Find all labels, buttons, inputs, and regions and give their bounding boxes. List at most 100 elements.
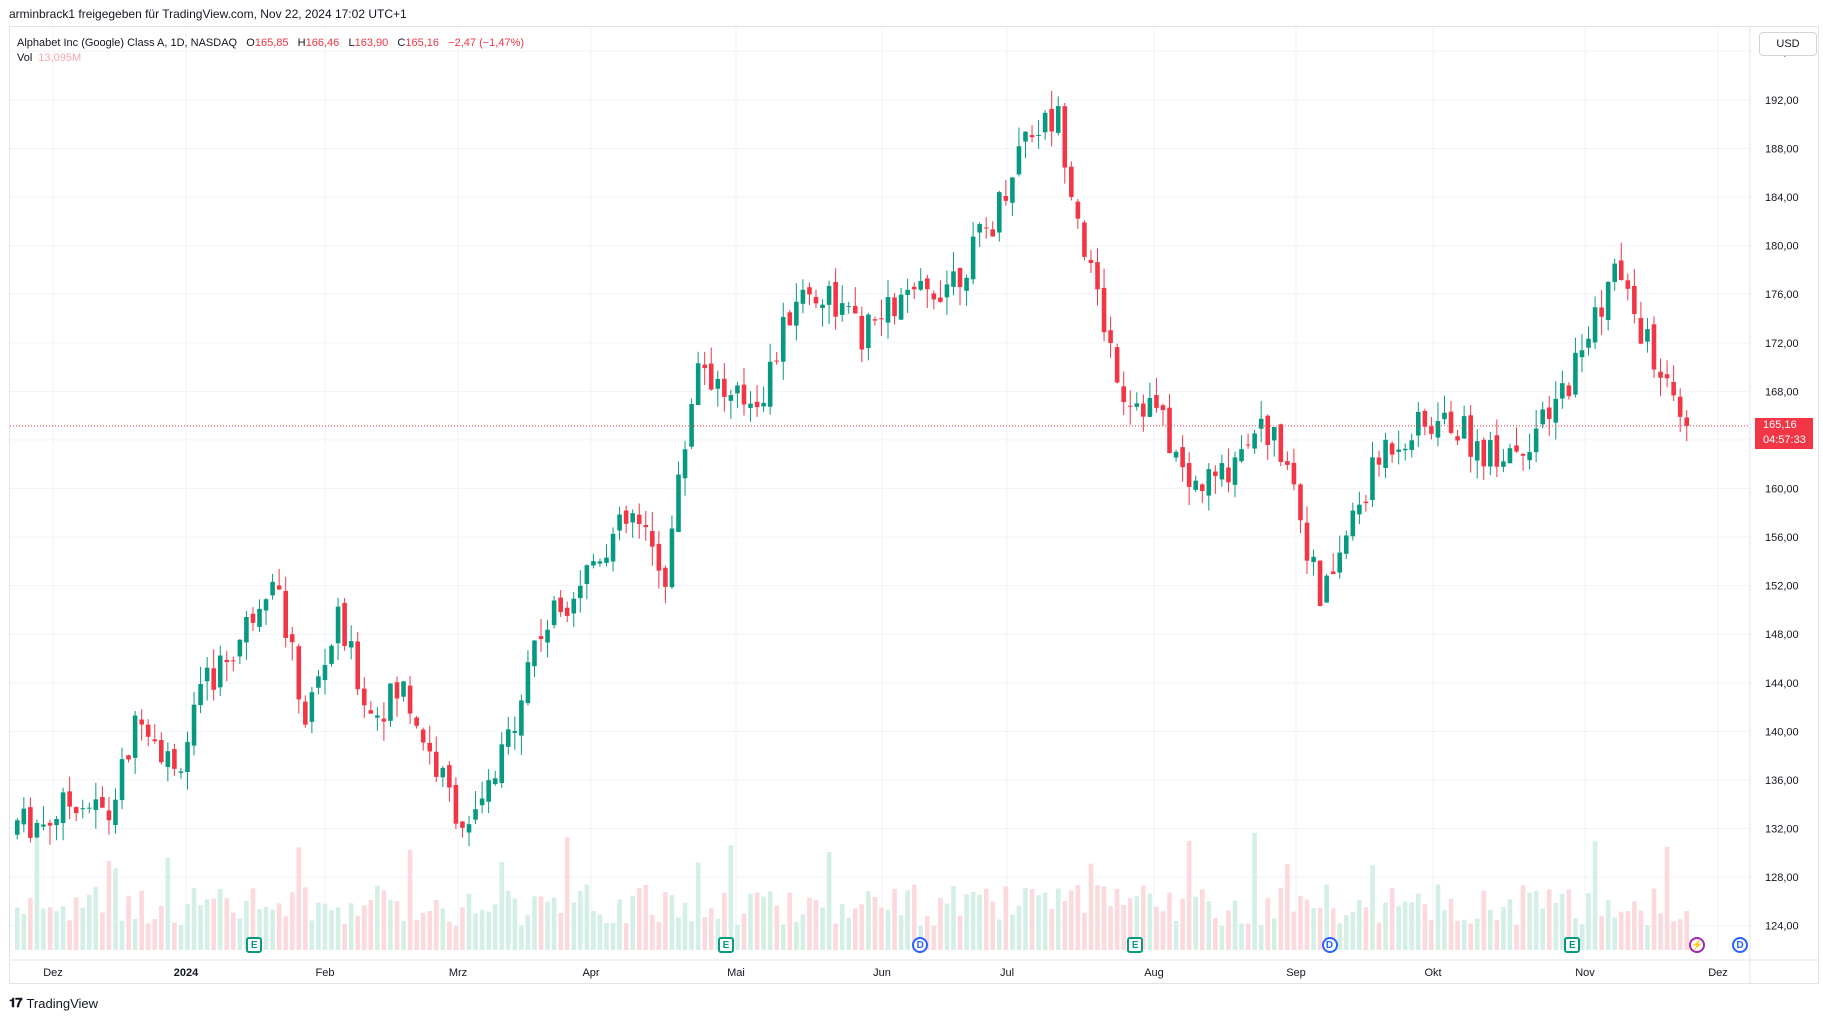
last-price-value: 165,16 <box>1763 418 1797 431</box>
candle-body <box>1213 471 1218 477</box>
volume-bar <box>60 906 66 950</box>
candle-body <box>1370 457 1375 501</box>
volume-bar <box>1134 896 1140 950</box>
volume-bar <box>14 907 20 950</box>
dividend-event-icon[interactable]: D <box>1732 937 1748 953</box>
volume-bar <box>1127 898 1133 950</box>
candle-body <box>1481 439 1487 467</box>
candle-body <box>1494 435 1500 467</box>
candle-body <box>879 318 884 320</box>
candle-body <box>100 797 105 808</box>
y-tick-label: 152,00 <box>1765 581 1799 593</box>
volume-bar <box>152 919 158 950</box>
volume-bar <box>970 892 976 950</box>
volume-bar <box>1180 898 1185 950</box>
candle-body <box>1396 449 1401 452</box>
candle-body <box>473 809 478 820</box>
volume-bar <box>1317 907 1323 950</box>
volume-bar <box>486 911 491 950</box>
candle-body <box>1573 352 1578 395</box>
volume-bar <box>1199 889 1205 950</box>
x-tick-label: Jul <box>1000 967 1014 979</box>
currency-button[interactable]: USD <box>1759 32 1817 56</box>
volume-bar <box>617 899 622 950</box>
earnings-event-icon[interactable]: E <box>717 937 734 953</box>
volume-bar <box>394 900 400 950</box>
volume-bar <box>1010 914 1015 950</box>
candle-body <box>1049 108 1054 132</box>
candle-body <box>650 531 655 547</box>
x-tick-label: Jun <box>873 967 891 979</box>
volume-bar <box>1586 893 1591 950</box>
volume-bar <box>165 857 171 950</box>
volume-bar-last <box>1684 911 1690 950</box>
volume-bar <box>1507 899 1513 950</box>
candle-body <box>231 660 236 662</box>
volume-bar <box>1108 906 1113 950</box>
tradingview-brand[interactable]: 𝟏𝟕 TradingView <box>9 995 98 1011</box>
candle-body <box>1632 285 1637 315</box>
volume-bar <box>931 925 937 950</box>
volume-bar <box>159 905 164 950</box>
volume-bar <box>204 899 210 950</box>
volume-bar <box>1285 864 1290 950</box>
candle-body <box>73 807 79 814</box>
volume-bar <box>67 920 72 950</box>
candle-body <box>761 402 766 407</box>
volume-bar <box>263 906 269 950</box>
volume-bar <box>551 897 557 950</box>
candle-body <box>1376 457 1382 465</box>
dividend-event-icon[interactable]: D <box>912 937 929 953</box>
volume-bar <box>375 885 380 950</box>
volume-bar <box>1540 908 1545 950</box>
volume-bar <box>780 924 786 950</box>
candle-body <box>748 403 753 408</box>
volume-bar <box>473 913 478 950</box>
candle-body <box>1199 484 1205 491</box>
earnings-event-icon[interactable]: E <box>1564 937 1581 953</box>
dividend-event-icon[interactable]: D <box>1321 937 1338 953</box>
candle-body <box>676 474 681 533</box>
candle-body <box>1167 407 1172 454</box>
volume-bar <box>1141 885 1146 950</box>
candle-body <box>728 395 734 401</box>
candle-body <box>564 607 570 616</box>
volume-bar <box>34 832 40 950</box>
y-tick-label: 144,00 <box>1765 678 1799 690</box>
volume-bar <box>800 914 806 950</box>
high-label: H <box>297 37 306 49</box>
earnings-event-icon[interactable]: E <box>1127 937 1144 953</box>
volume-bar <box>839 904 845 950</box>
candle-body <box>1677 396 1683 417</box>
volume-bar <box>276 903 282 950</box>
candle-body <box>1645 329 1650 342</box>
volume-bar <box>1671 921 1676 950</box>
volume-bar <box>361 905 367 950</box>
candle-body <box>1618 260 1624 281</box>
chart-frame[interactable] <box>9 26 1819 984</box>
candle-body <box>1566 385 1572 397</box>
earnings-event-icon[interactable]: E <box>246 937 263 953</box>
candle-body <box>1278 424 1284 462</box>
symbol-title[interactable]: Alphabet Inc (Google) Class A, 1D, NASDA… <box>17 37 238 49</box>
candle-body <box>591 561 596 566</box>
volume-bar <box>1448 898 1454 950</box>
volume-label[interactable]: Vol <box>17 52 33 64</box>
candle-body <box>1114 347 1120 383</box>
volume-bar <box>1553 902 1559 950</box>
split-event-icon[interactable]: ⚡ <box>1689 937 1706 953</box>
candle-body <box>1553 398 1559 423</box>
candle-body <box>466 824 472 833</box>
volume-bar <box>1069 890 1074 950</box>
candle-body <box>191 704 197 746</box>
candle-body <box>178 771 184 773</box>
volume-bar <box>597 914 603 950</box>
candle-body <box>964 277 969 291</box>
candle-body <box>460 821 465 828</box>
volume-bar <box>1501 907 1506 950</box>
volume-bar <box>1278 887 1284 950</box>
volume-bar <box>807 897 812 950</box>
volume-bar <box>1226 910 1231 950</box>
volume-bar <box>231 912 236 950</box>
